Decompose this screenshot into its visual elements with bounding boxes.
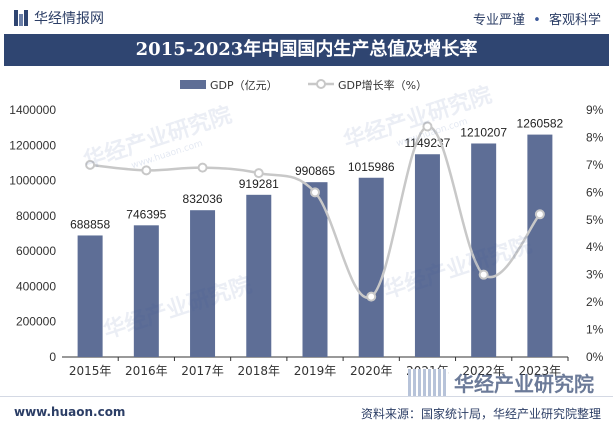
y-left-tick-label: 600000 [16, 244, 56, 258]
top-bar: 华经情报网 专业严谨 • 客观科学 [0, 0, 613, 34]
combo-chart: GDP（亿元） GDP增长率（%） 0 200000 400000 600000 800… [9, 78, 603, 378]
y-right-tick-label: 3% [586, 268, 604, 282]
bar-value-label: 688858 [70, 217, 110, 231]
line-point [534, 209, 545, 220]
line-point [253, 168, 264, 179]
y-right-tick-label: 0% [586, 350, 604, 364]
footer: www.huaon.com 资料来源：国家统计局，华经产业研究院整理 [0, 396, 613, 427]
bar [246, 194, 272, 357]
bar-value-label: 832036 [183, 192, 223, 206]
y-left-tick-label: 1000000 [9, 174, 56, 188]
y-right-tick-label: 4% [586, 240, 604, 254]
y-right-tick-label: 8% [586, 130, 604, 144]
bar [414, 154, 440, 357]
brand: 华经情报网 [14, 8, 104, 28]
corner-brand: 华经产业研究院 [408, 368, 594, 397]
brand-logo-icon [14, 10, 28, 26]
x-tick-label: 2017年 [181, 364, 224, 378]
line-series [85, 121, 545, 302]
bar-value-label: 1210207 [460, 125, 507, 139]
x-tick-label: 2019年 [294, 364, 337, 378]
bar [190, 210, 216, 357]
bar [302, 182, 328, 357]
y-left-tick-label: 200000 [16, 315, 56, 329]
line-point [85, 159, 96, 170]
bar [358, 177, 384, 357]
y-left-tick-label: 400000 [16, 279, 56, 293]
legend-line-label: GDP增长率（%） [338, 78, 427, 92]
footer-url[interactable]: www.huaon.com [14, 405, 126, 419]
slogan-separator: • [533, 13, 541, 28]
bar-value-label: 746395 [126, 207, 166, 221]
y-right-tick-label: 6% [586, 185, 604, 199]
corner-brand-name: 华经产业研究院 [454, 372, 594, 396]
bar [527, 134, 553, 357]
x-axis-labels: 2015年2016年2017年2018年2019年2020年2021年2022年… [69, 364, 561, 378]
line-point [310, 187, 320, 198]
bar-series [77, 134, 553, 357]
x-tick-label: 2016年 [125, 364, 168, 378]
slogan-right: 客观科学 [548, 13, 601, 28]
line-point [366, 291, 377, 302]
x-tick-label: 2020年 [350, 364, 393, 378]
x-tick-label: 2015年 [69, 364, 112, 378]
y-right-tick-label: 5% [586, 213, 604, 227]
brand-name: 华经情报网 [34, 11, 104, 27]
slogan-left: 专业严谨 [473, 13, 526, 28]
legend-bar-swatch [180, 80, 206, 89]
y-right-tick-label: 9% [586, 103, 604, 117]
bar [133, 225, 159, 357]
bar-value-label: 1015986 [348, 160, 395, 174]
y-left-tick-label: 1400000 [9, 103, 56, 117]
bar [471, 143, 497, 357]
x-tick-label: 2022年 [462, 364, 505, 378]
slogan: 专业严谨 • 客观科学 [473, 9, 601, 28]
x-tick-label: 2023年 [519, 364, 562, 378]
growth-rate-line [89, 125, 541, 299]
y-right-tick-label: 2% [586, 295, 604, 309]
y-left-tick-label: 800000 [16, 209, 56, 223]
bar-value-label: 919281 [239, 177, 279, 191]
y-left-tick-label: 1200000 [9, 138, 56, 152]
line-point [197, 162, 208, 173]
legend-line-marker [316, 79, 326, 89]
line-point [422, 121, 433, 132]
corner-stripe-icon [408, 368, 448, 397]
axes: 0 200000 400000 600000 800000 1000000 1200000 1… [9, 103, 603, 364]
line-point [141, 165, 152, 176]
bar [77, 235, 103, 357]
bar-value-label: 990865 [295, 164, 335, 178]
x-tick-label: 2018年 [238, 364, 281, 378]
legend-bar-label: GDP（亿元） [210, 79, 278, 92]
chart-title: 2015-2023年中国国内生产总值及增长率 [4, 34, 609, 66]
y-left-tick-label: 0 [49, 350, 56, 364]
legend: GDP（亿元） GDP增长率（%） [180, 78, 427, 92]
bar-value-label: 1260582 [517, 117, 564, 131]
line-point [478, 269, 489, 280]
footer-source: 资料来源：国家统计局，华经产业研究院整理 [360, 407, 601, 421]
y-right-tick-label: 7% [586, 158, 604, 172]
y-right-tick-label: 1% [586, 323, 604, 337]
